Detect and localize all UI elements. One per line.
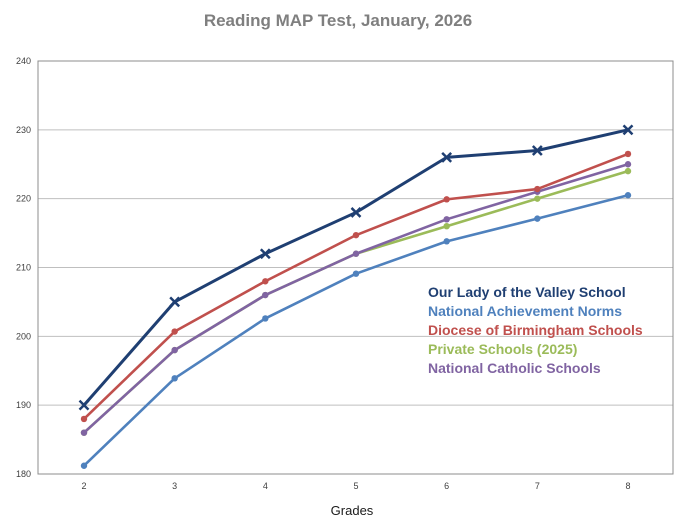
data-point [624, 167, 632, 175]
y-tick-label: 230 [16, 125, 31, 135]
y-tick-label: 190 [16, 400, 31, 410]
data-point [534, 185, 541, 193]
series-1 [80, 192, 632, 469]
data-point [443, 216, 450, 223]
data-point [352, 250, 360, 257]
data-point [443, 238, 450, 245]
data-point [80, 462, 88, 469]
data-point [80, 429, 88, 436]
legend-entry: National Achievement Norms [428, 303, 622, 319]
plot-area-border [37, 60, 674, 475]
data-point [171, 375, 178, 382]
legend-entry: Diocese of Birmingham Schools [428, 322, 643, 338]
data-point-x-marker [531, 145, 543, 156]
data-point-x-marker [169, 296, 181, 308]
legend-entry: National Catholic Schools [428, 360, 601, 376]
x-tick-label: 8 [625, 481, 630, 491]
data-point [171, 328, 178, 335]
data-point [443, 223, 450, 230]
data-point [624, 150, 632, 158]
x-tick-label: 6 [444, 481, 449, 491]
data-point-x-marker [259, 248, 271, 260]
data-point-x-marker [350, 207, 362, 218]
data-point-x-marker [441, 151, 453, 163]
series-0 [78, 124, 634, 411]
axes: 180 190 200 210 220 230 240 2 3 4 5 6 7 8 [16, 56, 674, 491]
data-point-x-marker [622, 124, 634, 136]
y-tick-label: 220 [16, 194, 31, 204]
x-axis-label: Grades [331, 503, 374, 518]
x-tick-label: 5 [353, 481, 358, 491]
y-tick-label: 200 [16, 331, 31, 341]
series-2 [80, 150, 632, 423]
series-line [82, 169, 630, 435]
legend-entry: Our Lady of the Valley School [428, 284, 626, 300]
data-point [624, 192, 632, 199]
data-point [171, 346, 178, 354]
series-3 [80, 167, 632, 436]
y-tick-label: 240 [16, 56, 31, 66]
y-tick-label: 210 [16, 263, 31, 273]
data-point [534, 195, 541, 202]
x-tick-label: 4 [263, 481, 268, 491]
x-tick-label: 7 [535, 481, 540, 491]
data-point [262, 315, 269, 322]
legend: Our Lady of the Valley School National Ac… [428, 284, 643, 376]
data-point [624, 161, 632, 168]
data-point [262, 278, 269, 285]
data-point [262, 291, 269, 299]
legend-entry: Private Schools (2025) [428, 341, 577, 357]
data-point [80, 415, 88, 423]
data-point-x-marker [78, 399, 90, 411]
series-group [78, 124, 634, 469]
x-tick-label: 3 [172, 481, 177, 491]
y-tick-label: 180 [16, 469, 31, 479]
gridlines [38, 60, 673, 475]
data-point [534, 215, 541, 222]
data-point [352, 270, 360, 277]
data-point [352, 231, 360, 239]
chart-title: Reading MAP Test, January, 2026 [204, 11, 472, 30]
x-tick-label: 2 [81, 481, 86, 491]
data-point [443, 196, 450, 203]
